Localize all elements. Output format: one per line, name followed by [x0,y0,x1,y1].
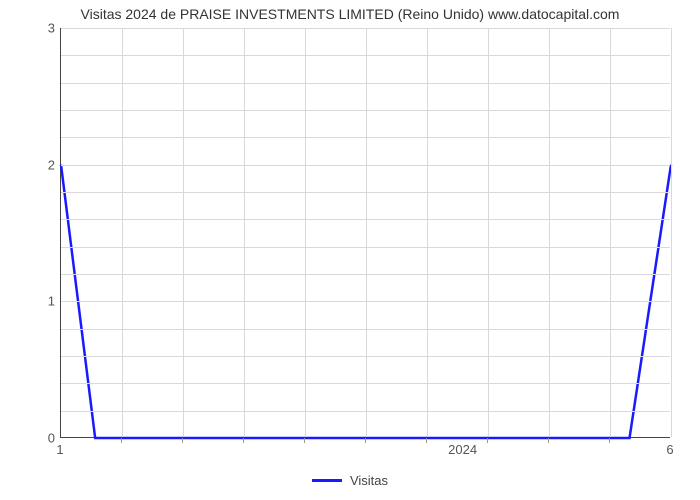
vgrid-line [488,28,489,437]
y-tick-label: 3 [35,21,55,36]
vgrid-line [305,28,306,437]
legend: Visitas [0,472,700,488]
plot-area [60,28,670,438]
legend-label: Visitas [350,473,388,488]
legend-swatch [312,479,342,482]
x-tick-label: 1 [56,442,63,457]
vgrid-line [244,28,245,437]
vgrid-line [610,28,611,437]
x-minor-tick [182,438,183,443]
x-minor-tick [487,438,488,443]
x-minor-tick [548,438,549,443]
x-minor-tick [243,438,244,443]
x-minor-tick [426,438,427,443]
vgrid-line [183,28,184,437]
vgrid-line [549,28,550,437]
x-tick-label: 6 [666,442,673,457]
chart-title: Visitas 2024 de PRAISE INVESTMENTS LIMIT… [0,6,700,22]
vgrid-line [671,28,672,437]
y-tick-label: 2 [35,157,55,172]
x-center-label: 2024 [448,442,477,457]
x-minor-tick [609,438,610,443]
x-minor-tick [304,438,305,443]
y-tick-label: 0 [35,431,55,446]
vgrid-line [366,28,367,437]
x-minor-tick [365,438,366,443]
vgrid-line [122,28,123,437]
y-tick-label: 1 [35,294,55,309]
vgrid-line [427,28,428,437]
x-minor-tick [121,438,122,443]
